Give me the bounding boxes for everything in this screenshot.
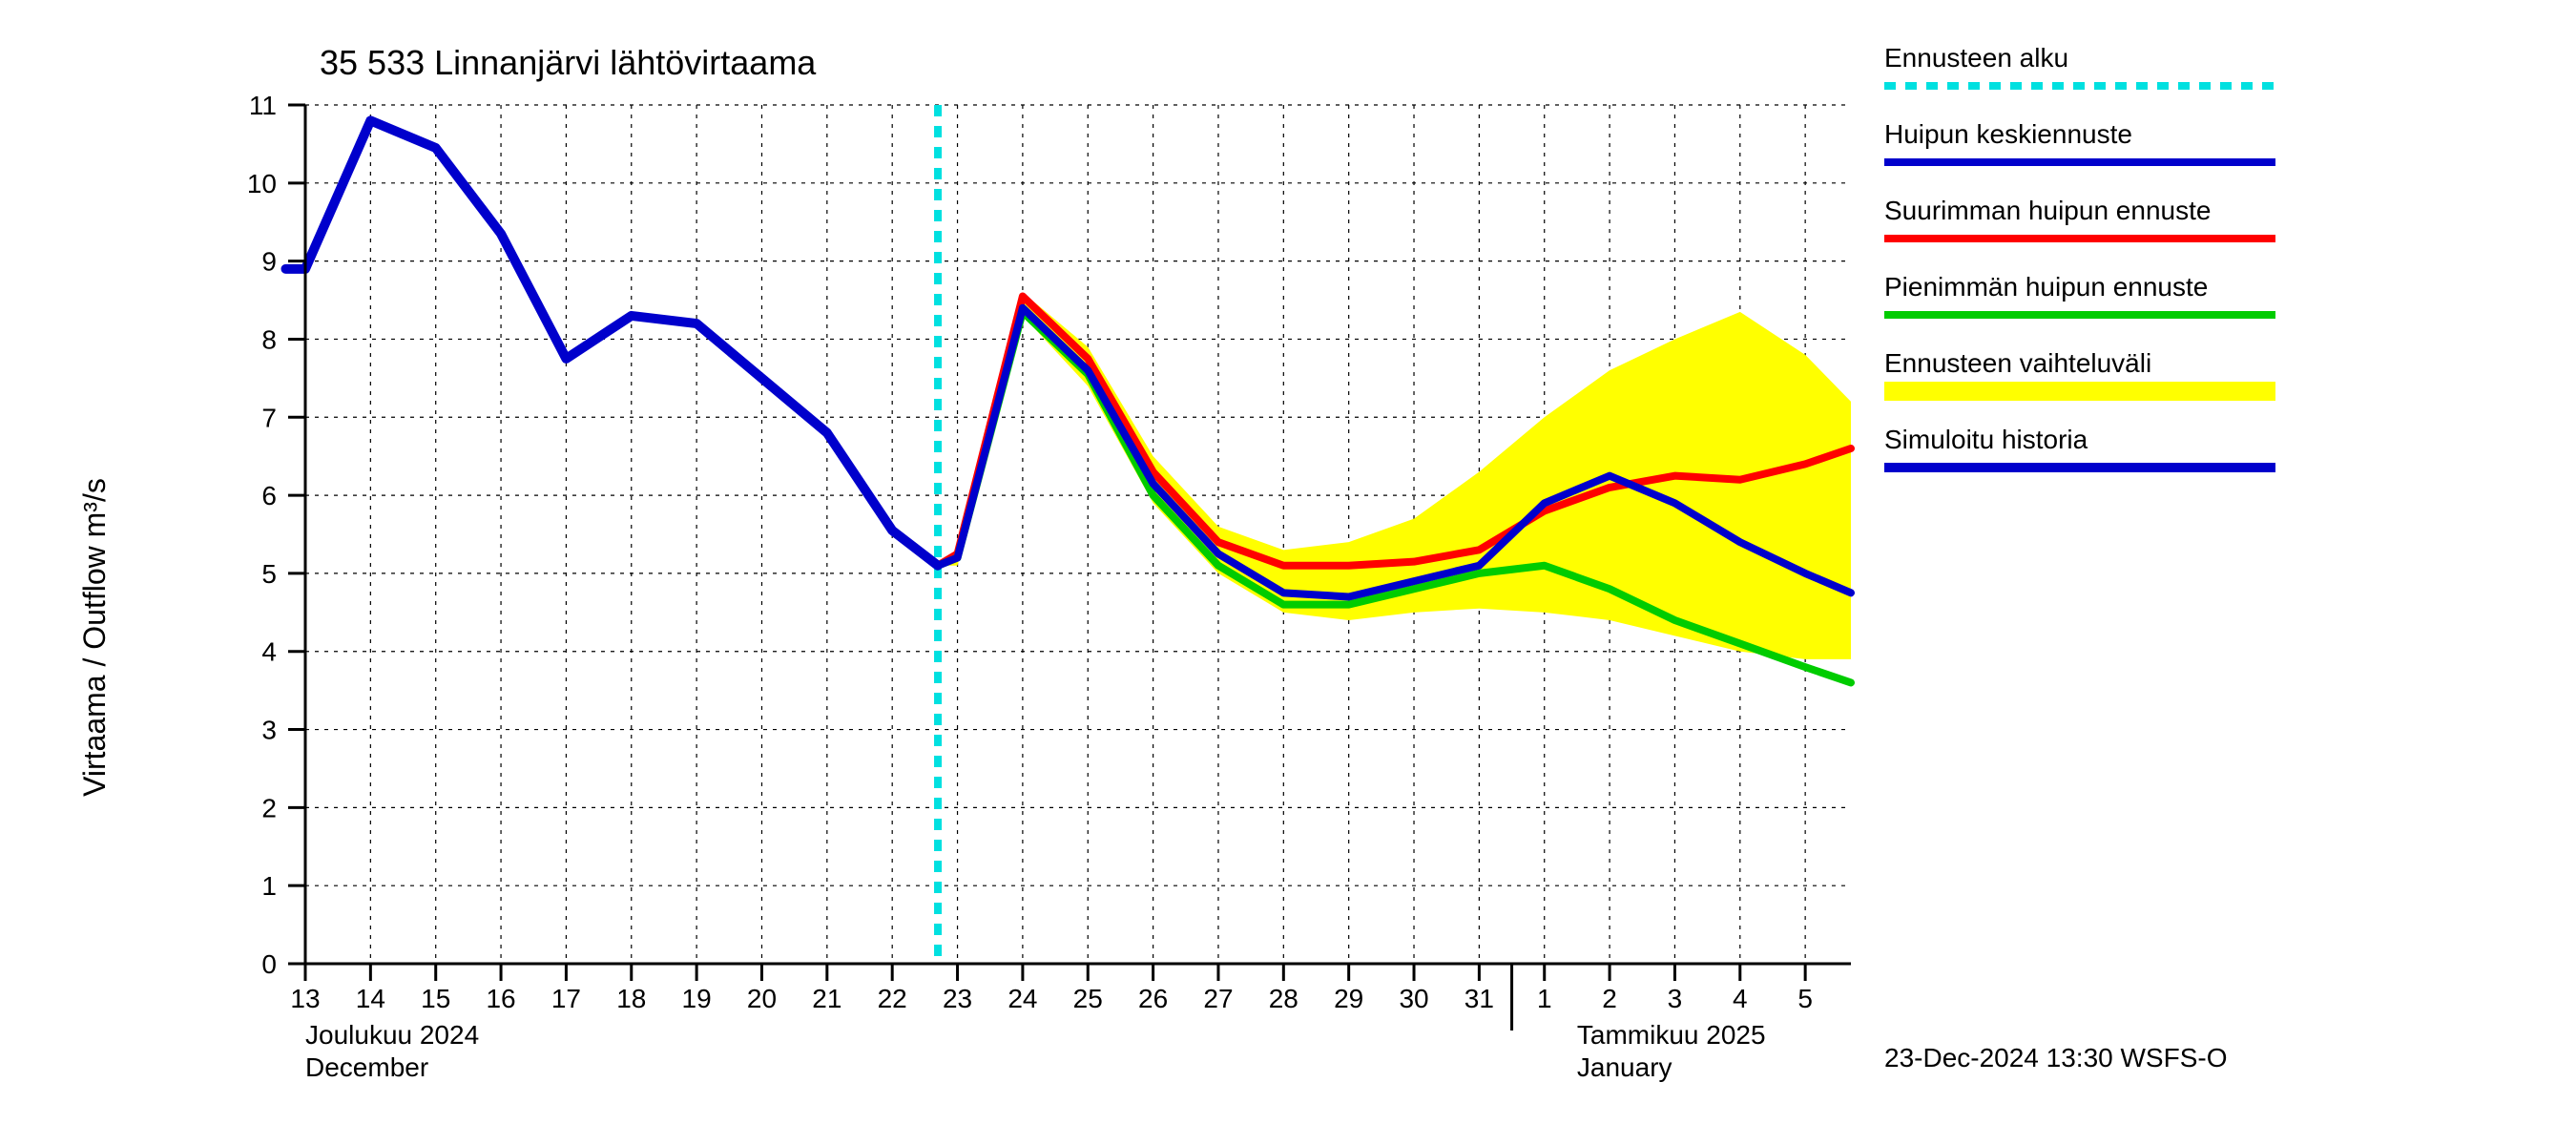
y-tick-label: 8 — [261, 324, 277, 354]
month2-en: January — [1577, 1052, 1672, 1082]
legend-label: Huipun keskiennuste — [1884, 119, 2132, 149]
x-tick-label: 27 — [1203, 984, 1233, 1013]
y-tick-label: 10 — [247, 169, 277, 198]
x-tick-label: 21 — [812, 984, 841, 1013]
y-tick-label: 4 — [261, 637, 277, 667]
x-tick-label: 24 — [1008, 984, 1037, 1013]
legend-label: Simuloitu historia — [1884, 425, 2088, 454]
month1-en: December — [305, 1052, 428, 1082]
x-tick-label: 29 — [1334, 984, 1363, 1013]
y-tick-label: 7 — [261, 403, 277, 432]
footer-text: 23-Dec-2024 13:30 WSFS-O — [1884, 1043, 2228, 1072]
y-axis-label: Virtaama / Outflow m³/s — [77, 478, 112, 797]
month2-fi: Tammikuu 2025 — [1577, 1020, 1766, 1050]
x-tick-label: 28 — [1269, 984, 1298, 1013]
y-tick-label: 1 — [261, 871, 277, 901]
x-tick-label: 25 — [1073, 984, 1103, 1013]
month1-fi: Joulukuu 2024 — [305, 1020, 479, 1050]
x-tick-label: 26 — [1138, 984, 1168, 1013]
x-tick-label: 16 — [486, 984, 515, 1013]
chart-svg: 0123456789101113141516171819202122232425… — [0, 0, 2576, 1145]
x-tick-label: 19 — [682, 984, 712, 1013]
y-tick-label: 0 — [261, 949, 277, 979]
x-tick-label: 4 — [1733, 984, 1748, 1013]
legend-label: Ennusteen vaihteluväli — [1884, 348, 2151, 378]
x-tick-label: 14 — [356, 984, 385, 1013]
y-tick-label: 2 — [261, 793, 277, 822]
x-tick-label: 18 — [616, 984, 646, 1013]
x-tick-label: 15 — [421, 984, 450, 1013]
x-tick-label: 31 — [1465, 984, 1494, 1013]
x-tick-label: 2 — [1602, 984, 1617, 1013]
legend-label: Pienimmän huipun ennuste — [1884, 272, 2208, 302]
x-tick-label: 30 — [1399, 984, 1428, 1013]
x-tick-label: 20 — [747, 984, 777, 1013]
x-tick-label: 3 — [1668, 984, 1683, 1013]
x-tick-label: 5 — [1797, 984, 1813, 1013]
x-tick-label: 1 — [1537, 984, 1552, 1013]
y-tick-label: 6 — [261, 481, 277, 510]
legend-label: Ennusteen alku — [1884, 43, 2068, 73]
y-tick-label: 9 — [261, 247, 277, 277]
y-tick-label: 3 — [261, 716, 277, 745]
chart-title: 35 533 Linnanjärvi lähtövirtaama — [320, 43, 817, 82]
chart-container: 0123456789101113141516171819202122232425… — [0, 0, 2576, 1145]
x-tick-label: 13 — [290, 984, 320, 1013]
x-tick-label: 22 — [878, 984, 907, 1013]
x-tick-label: 17 — [551, 984, 581, 1013]
legend-label: Suurimman huipun ennuste — [1884, 196, 2211, 225]
y-tick-label: 5 — [261, 559, 277, 589]
y-tick-label: 11 — [249, 91, 277, 120]
x-tick-label: 23 — [943, 984, 972, 1013]
